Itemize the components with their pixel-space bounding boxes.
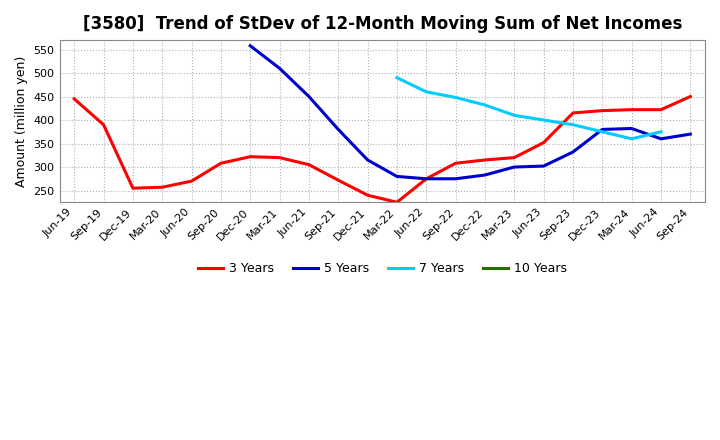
3 Years bbox=[569, 110, 577, 116]
3 Years bbox=[70, 96, 78, 102]
Y-axis label: Amount (million yen): Amount (million yen) bbox=[15, 55, 28, 187]
3 Years bbox=[364, 193, 372, 198]
5 Years bbox=[451, 176, 460, 181]
7 Years bbox=[392, 75, 401, 81]
7 Years bbox=[510, 113, 518, 118]
3 Years bbox=[187, 179, 196, 184]
5 Years bbox=[305, 94, 313, 99]
5 Years bbox=[364, 158, 372, 163]
3 Years bbox=[129, 186, 138, 191]
3 Years bbox=[392, 200, 401, 205]
7 Years bbox=[481, 103, 490, 108]
5 Years bbox=[481, 172, 490, 178]
Line: 5 Years: 5 Years bbox=[251, 46, 690, 179]
3 Years bbox=[99, 122, 108, 127]
3 Years bbox=[217, 161, 225, 166]
5 Years bbox=[657, 136, 665, 141]
7 Years bbox=[569, 122, 577, 127]
5 Years bbox=[392, 174, 401, 179]
3 Years bbox=[510, 155, 518, 160]
5 Years bbox=[334, 127, 343, 132]
3 Years bbox=[158, 185, 166, 190]
5 Years bbox=[510, 165, 518, 170]
7 Years bbox=[422, 89, 431, 95]
5 Years bbox=[686, 132, 695, 137]
3 Years bbox=[657, 107, 665, 112]
Line: 3 Years: 3 Years bbox=[74, 96, 690, 202]
5 Years bbox=[246, 43, 255, 48]
3 Years bbox=[275, 155, 284, 160]
5 Years bbox=[422, 176, 431, 181]
5 Years bbox=[275, 66, 284, 71]
3 Years bbox=[539, 140, 548, 145]
3 Years bbox=[422, 176, 431, 181]
3 Years bbox=[451, 161, 460, 166]
7 Years bbox=[598, 129, 607, 134]
7 Years bbox=[539, 117, 548, 123]
3 Years bbox=[305, 162, 313, 167]
3 Years bbox=[481, 158, 490, 163]
3 Years bbox=[598, 108, 607, 113]
3 Years bbox=[627, 107, 636, 112]
7 Years bbox=[627, 136, 636, 141]
3 Years bbox=[334, 178, 343, 183]
5 Years bbox=[569, 149, 577, 154]
Legend: 3 Years, 5 Years, 7 Years, 10 Years: 3 Years, 5 Years, 7 Years, 10 Years bbox=[192, 257, 572, 280]
7 Years bbox=[657, 129, 665, 134]
5 Years bbox=[627, 126, 636, 131]
Line: 7 Years: 7 Years bbox=[397, 78, 661, 139]
Title: [3580]  Trend of StDev of 12-Month Moving Sum of Net Incomes: [3580] Trend of StDev of 12-Month Moving… bbox=[83, 15, 682, 33]
7 Years bbox=[451, 95, 460, 100]
5 Years bbox=[539, 163, 548, 169]
3 Years bbox=[246, 154, 255, 159]
5 Years bbox=[598, 127, 607, 132]
3 Years bbox=[686, 94, 695, 99]
